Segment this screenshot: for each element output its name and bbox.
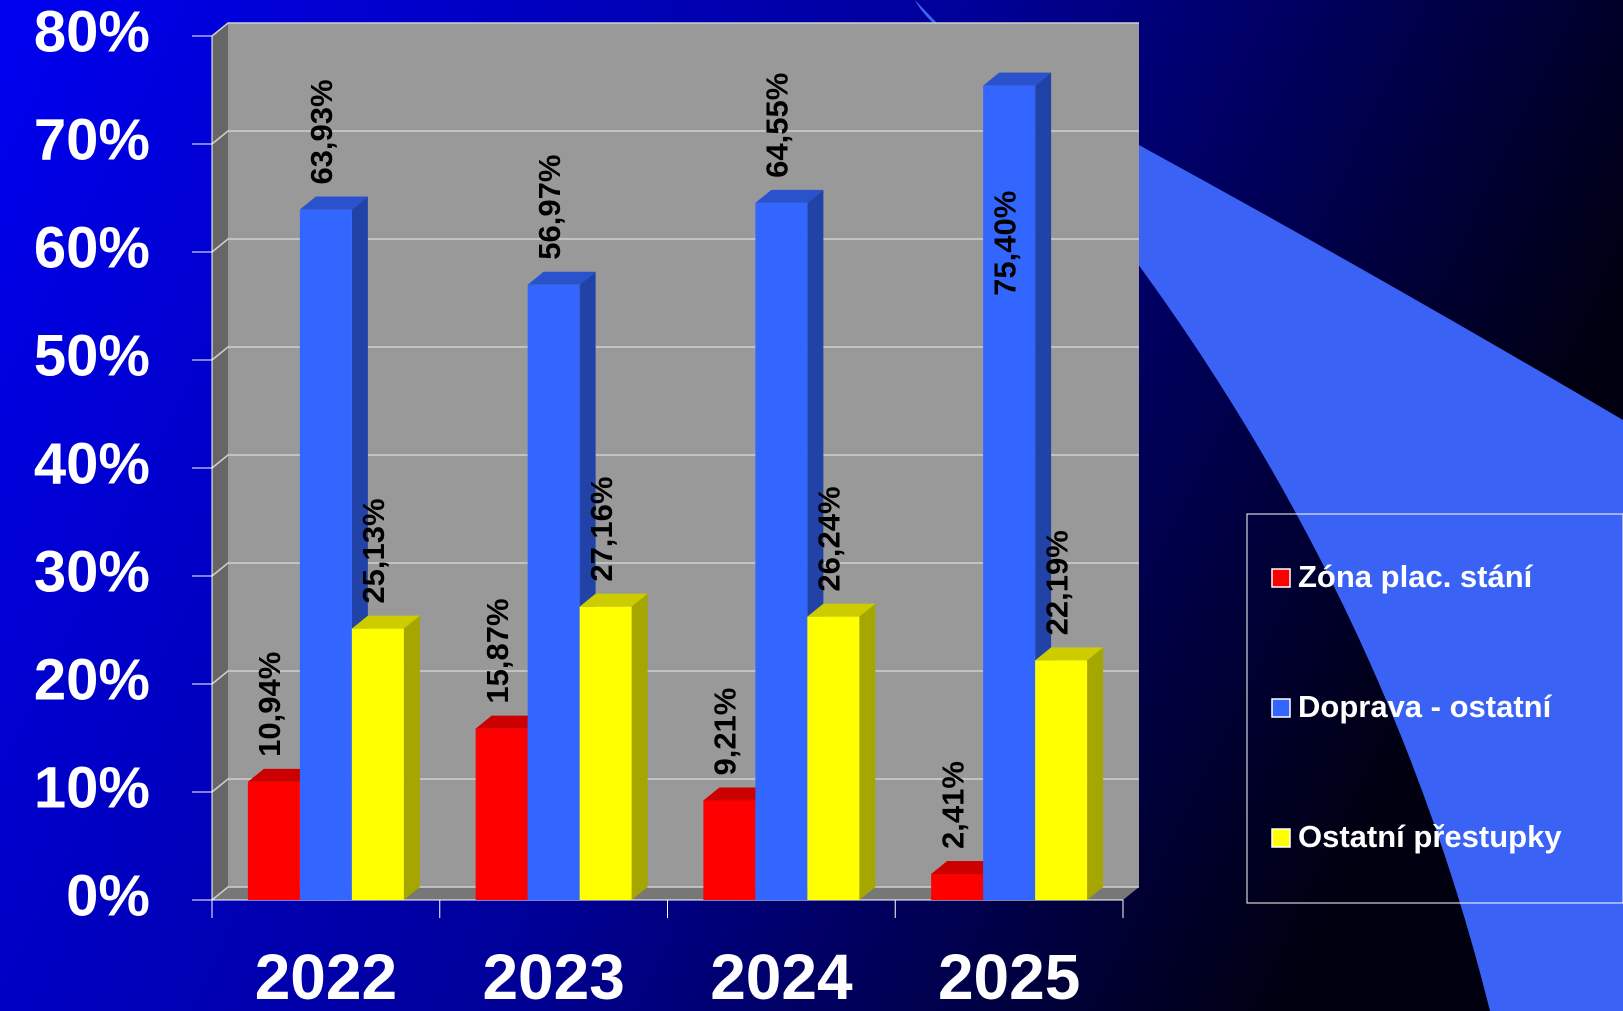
bar-top bbox=[247, 768, 316, 782]
value-label: 63,93% bbox=[304, 79, 339, 184]
value-label: 10,94% bbox=[252, 652, 287, 757]
floor bbox=[212, 887, 1139, 900]
y-tick-label: 10% bbox=[34, 755, 150, 820]
bar-top bbox=[807, 603, 876, 617]
value-label: 64,55% bbox=[760, 73, 795, 178]
legend-label: Ostatní přestupky bbox=[1298, 819, 1562, 854]
legend-label: Zóna plac. stání bbox=[1298, 559, 1534, 594]
y-tick-label: 60% bbox=[34, 215, 150, 280]
bar bbox=[579, 606, 632, 900]
x-tick-label: 2025 bbox=[938, 941, 1080, 1011]
bar bbox=[351, 628, 404, 900]
grid-line bbox=[211, 22, 1139, 37]
bar-side bbox=[403, 615, 420, 900]
value-label: 9,21% bbox=[708, 688, 743, 776]
bar bbox=[807, 616, 860, 900]
grid-line bbox=[211, 238, 1139, 253]
bar bbox=[703, 800, 756, 900]
bar bbox=[755, 202, 808, 901]
bar bbox=[299, 209, 352, 900]
bar-top bbox=[299, 196, 368, 210]
value-label: 22,19% bbox=[1039, 530, 1074, 635]
bar bbox=[247, 781, 300, 900]
bar-top bbox=[475, 715, 544, 729]
legend-swatch bbox=[1271, 828, 1291, 848]
bar-top bbox=[755, 189, 824, 203]
bar-top bbox=[983, 72, 1052, 86]
grid-line bbox=[211, 562, 1139, 577]
bar bbox=[1035, 660, 1088, 900]
y-tick-label: 40% bbox=[34, 431, 150, 496]
value-label: 75,40% bbox=[987, 191, 1022, 296]
value-label: 2,41% bbox=[935, 761, 970, 849]
y-tick-label: 20% bbox=[34, 647, 150, 712]
swoosh bbox=[915, 0, 1623, 1011]
bar-top bbox=[1035, 647, 1104, 661]
grid-line bbox=[211, 130, 1139, 145]
value-label: 27,16% bbox=[584, 477, 619, 582]
y-tick-label: 50% bbox=[34, 323, 150, 388]
bar bbox=[931, 873, 984, 900]
value-label: 26,24% bbox=[812, 486, 847, 591]
legend-swatch bbox=[1271, 698, 1291, 718]
grid-line bbox=[211, 346, 1139, 361]
bar-side bbox=[1087, 647, 1104, 900]
bar-side bbox=[859, 603, 876, 900]
value-label: 25,13% bbox=[356, 498, 391, 603]
y-tick-label: 0% bbox=[66, 863, 150, 928]
x-tick-label: 2022 bbox=[255, 941, 397, 1011]
value-label: 15,87% bbox=[480, 598, 515, 703]
y-tick-label: 70% bbox=[34, 107, 150, 172]
value-label: 56,97% bbox=[532, 155, 567, 260]
bar-side bbox=[631, 593, 648, 900]
bar bbox=[983, 85, 1036, 901]
grid-line bbox=[211, 454, 1139, 469]
bar-top bbox=[527, 271, 596, 285]
bar bbox=[475, 728, 528, 900]
bar-top bbox=[703, 787, 772, 801]
bar-top bbox=[579, 593, 648, 607]
bar bbox=[527, 284, 580, 900]
y-tick-label: 30% bbox=[34, 539, 150, 604]
legend-swatch bbox=[1271, 568, 1291, 588]
y-tick-label: 80% bbox=[34, 0, 150, 64]
legend-label: Doprava - ostatní bbox=[1298, 689, 1553, 724]
x-tick-label: 2023 bbox=[482, 941, 624, 1011]
bar-top bbox=[351, 615, 420, 629]
bar-top bbox=[931, 860, 1000, 874]
legend-box bbox=[1246, 513, 1623, 904]
x-tick-label: 2024 bbox=[710, 941, 853, 1011]
